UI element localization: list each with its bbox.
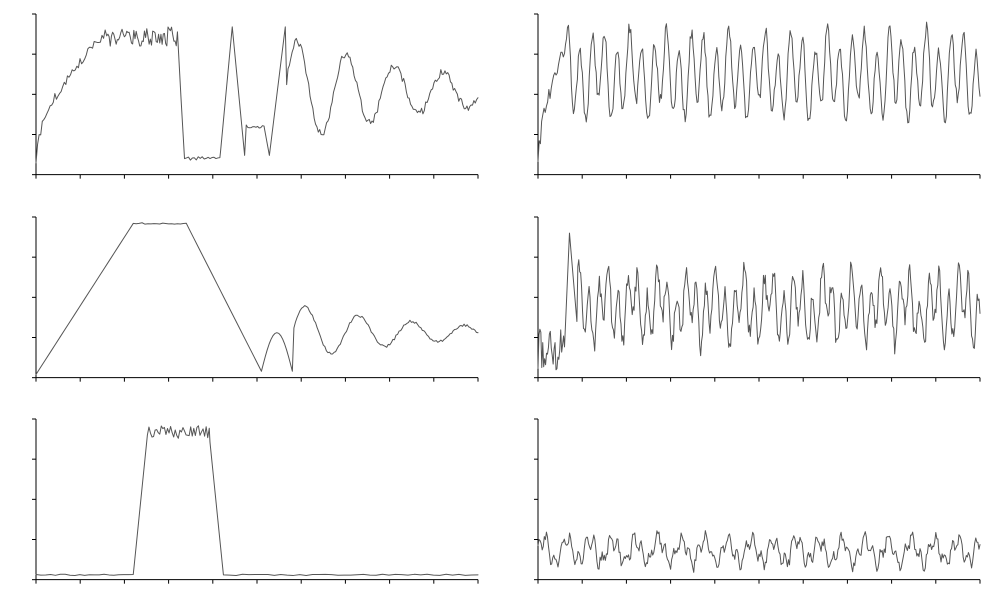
- panel-1: [14, 8, 484, 189]
- panel-6-svg: [516, 413, 986, 594]
- panel-2-svg: [516, 8, 986, 189]
- panel-4: [516, 211, 986, 392]
- panel-5-svg: [14, 413, 484, 594]
- panel-2: [516, 8, 986, 189]
- panel-3: [14, 211, 484, 392]
- panel-5: [14, 413, 484, 594]
- panel-6: [516, 413, 986, 594]
- panel-3-svg: [14, 211, 484, 392]
- panel-1-svg: [14, 8, 484, 189]
- panel-4-svg: [516, 211, 986, 392]
- chart-grid: [0, 0, 1000, 602]
